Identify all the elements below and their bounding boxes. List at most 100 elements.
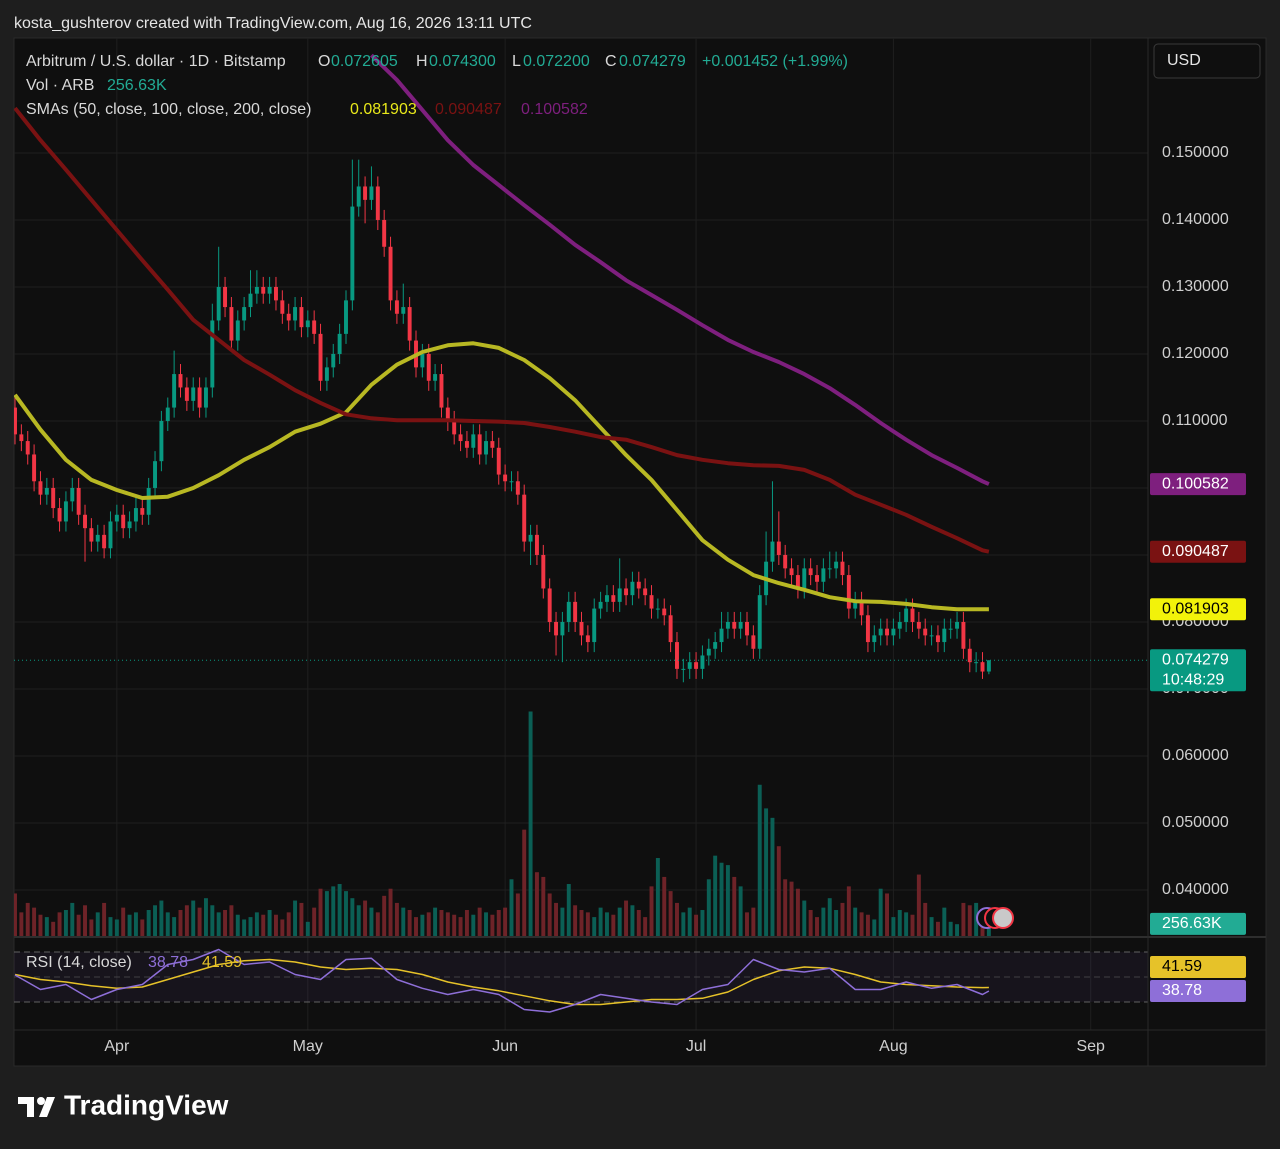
- candle-body: [904, 608, 909, 622]
- volume-bar: [178, 910, 183, 936]
- volume-bar: [865, 914, 870, 936]
- candle-body: [636, 581, 641, 589]
- axes: 0.150000 0.140000 0.130000 0.120000 0.110000…: [14, 144, 1246, 1055]
- candle-body: [795, 575, 800, 589]
- candle-body: [293, 307, 298, 321]
- volume-bar: [713, 855, 718, 936]
- candle-body: [961, 621, 966, 649]
- volume-axis-label-box: [1150, 912, 1246, 935]
- candle-body: [713, 642, 718, 649]
- candle-body: [617, 588, 622, 602]
- volume-bar: [490, 914, 495, 936]
- moving-averages: [14, 53, 990, 612]
- candle-body: [261, 286, 266, 294]
- volume-bar: [910, 914, 915, 936]
- candle-body: [426, 353, 431, 381]
- x-tick-label: Jul: [686, 1038, 706, 1055]
- candle-body: [369, 186, 374, 200]
- y-tick-label: 0.130000: [1162, 278, 1229, 295]
- candle-body: [484, 441, 488, 455]
- currency-button[interactable]: USD: [1153, 43, 1261, 79]
- candle-body: [458, 434, 463, 442]
- rsi-line: [14, 948, 990, 1013]
- volume-bar: [267, 910, 272, 936]
- volume-bar: [159, 900, 164, 936]
- candle-body: [324, 367, 329, 381]
- brand: TradingView: [18, 1089, 229, 1120]
- volume-bar: [382, 895, 387, 936]
- volume-bar: [127, 914, 132, 936]
- event-icons: [976, 907, 1014, 929]
- legend-key: H: [416, 53, 428, 70]
- candle-body: [254, 286, 259, 294]
- candle-body: [528, 534, 533, 542]
- candle-body: [859, 601, 864, 616]
- volume-bar: [273, 914, 278, 936]
- candle-body: [184, 387, 189, 401]
- volume-bar: [560, 907, 565, 936]
- volume-bar: [719, 862, 724, 936]
- volume-bar: [414, 917, 418, 936]
- sma-axis-label-box: [1150, 598, 1246, 621]
- volume-bar: [904, 912, 909, 936]
- volume-bar: [986, 923, 991, 936]
- open-value: 0.072605: [331, 53, 398, 70]
- volume-bar: [375, 912, 380, 936]
- candle-body: [745, 621, 749, 636]
- volume-bar: [324, 891, 329, 936]
- candle-body: [14, 407, 17, 435]
- volume-bar: [235, 914, 240, 936]
- volume-bar: [197, 907, 202, 936]
- volume-bar: [534, 872, 539, 936]
- candle-body: [675, 642, 679, 669]
- volume-bar: [153, 905, 158, 936]
- volume-bar: [464, 910, 469, 936]
- rsi-ma-value: 41.59: [202, 954, 242, 971]
- volume-bar: [95, 912, 100, 936]
- rsi-value: 38.78: [148, 954, 188, 971]
- candle-body: [789, 568, 794, 576]
- candle-body: [649, 595, 654, 609]
- volume-bar: [458, 917, 463, 936]
- candle-body: [897, 621, 902, 629]
- chart-frame: [13, 37, 1267, 1067]
- volume-bar: [923, 902, 928, 936]
- volume-bar: [356, 905, 361, 936]
- candle-body: [891, 628, 896, 636]
- button-frame[interactable]: [1153, 43, 1261, 79]
- sma-line: [370, 53, 990, 486]
- volume-bar: [675, 902, 679, 936]
- candle-body: [19, 434, 24, 442]
- volume-bar: [929, 917, 934, 936]
- logo-mark: [37, 1097, 45, 1105]
- candle-body: [477, 434, 482, 455]
- candle-body: [140, 508, 145, 515]
- candle-body: [522, 494, 527, 542]
- candle-body: [541, 554, 546, 589]
- button-label[interactable]: USD: [1167, 52, 1201, 69]
- volume-bar: [114, 919, 119, 936]
- candle-body: [496, 447, 501, 475]
- candle-body: [121, 514, 126, 529]
- candle-body: [350, 206, 355, 301]
- candle-body: [554, 621, 559, 636]
- candle-body: [95, 534, 100, 542]
- volume-bar: [687, 907, 692, 936]
- y-tick-label: 0.140000: [1162, 211, 1229, 228]
- candle-body: [515, 481, 520, 495]
- rsi-ma-axis-label: 41.59: [1162, 958, 1202, 975]
- candle-body: [318, 333, 323, 381]
- candle-body: [923, 628, 928, 636]
- volume-bar: [420, 914, 425, 936]
- candle-body: [815, 575, 819, 582]
- candle-body: [725, 621, 730, 629]
- candle-body: [872, 635, 877, 643]
- x-tick-label: Apr: [104, 1038, 130, 1055]
- volume-bar: [51, 921, 56, 936]
- symbol: Arbitrum / U.S. dollar · 1D · Bitstamp: [26, 53, 286, 70]
- candle-body: [585, 635, 590, 643]
- candle-body: [305, 320, 310, 328]
- volume-bar: [662, 876, 667, 936]
- candle-body: [337, 333, 342, 354]
- volume-bar: [897, 910, 902, 936]
